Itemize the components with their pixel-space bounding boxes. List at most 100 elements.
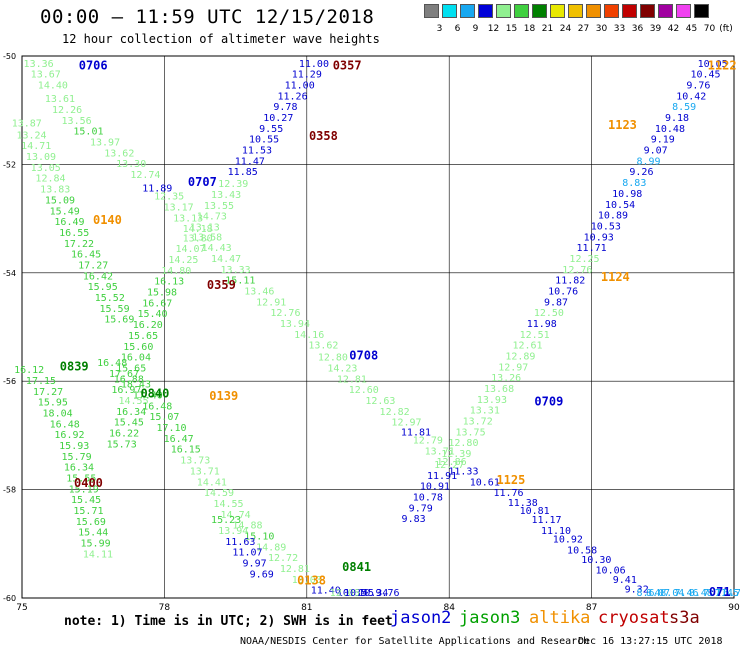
credit-line: NOAA/NESDIS Center for Satellite Applica… (240, 636, 590, 647)
swh-label: 15.65 (116, 363, 146, 374)
swh-label: 16.13 (154, 277, 184, 288)
swh-label: 15.45 (114, 418, 144, 429)
swh-label: 14.73 (197, 212, 227, 223)
y-tick-label: -50 (3, 52, 16, 61)
scale-label-27: 27 (577, 24, 590, 34)
scale-swatch-33 (604, 4, 619, 18)
swh-label: 8.64 (637, 588, 661, 599)
scale-label-42: 42 (667, 24, 680, 34)
swh-label: 16.22 (109, 428, 139, 439)
swh-label: 16.34 (64, 463, 94, 474)
swh-label: 11.47 (235, 156, 265, 167)
swh-label: 17.22 (64, 239, 94, 250)
swh-label: 12.80 (318, 353, 348, 364)
swh-label: 12.35 (154, 192, 184, 203)
swh-label: 16.48 (50, 419, 80, 430)
legend-s3a: s3a (669, 608, 700, 628)
swh-label: 13.17 (164, 202, 194, 213)
swh-label: 14.80 (161, 266, 191, 277)
scale-label-33: 33 (613, 24, 626, 34)
swh-label: 11.26 (278, 91, 308, 102)
swh-label: 13.97 (90, 137, 120, 148)
scale-label-39: 39 (649, 24, 662, 34)
swh-label: 11.98 (527, 319, 557, 330)
swh-label: 12.81 (337, 374, 367, 385)
swh-label: 12.39 (441, 449, 471, 460)
swh-label: 14.55 (213, 499, 243, 510)
scale-swatch-18 (514, 4, 529, 18)
swh-label: 10.05 (698, 59, 728, 70)
swh-label: 7.11 (703, 588, 727, 599)
swh-label: 14.89 (256, 542, 286, 553)
y-tick-label: -52 (3, 160, 16, 169)
swh-label: 10.30 (581, 555, 611, 566)
swh-label: 15.40 (137, 309, 167, 320)
scale-unit: (ft) (719, 24, 733, 34)
swh-label: 16.97 (111, 385, 141, 396)
swh-label: 9.55 (259, 124, 283, 135)
chart-title: 00:00 – 11:59 UTC 12/15/2018 (40, 6, 375, 28)
scale-swatch-15 (496, 4, 511, 18)
swh-label: 14.16 (294, 330, 324, 341)
swh-label: 9.69 (250, 569, 274, 580)
swh-label: 9.78 (273, 102, 297, 113)
swh-label: 14.40 (38, 81, 68, 92)
swh-label: 15.73 (107, 439, 137, 450)
swh-label: 10.54 (605, 200, 635, 211)
scale-label-24: 24 (559, 24, 572, 34)
swh-label: 13.46 (244, 286, 274, 297)
swh-label: 14.74 (221, 510, 251, 521)
swh-label: 14.55 (118, 396, 148, 407)
swh-label: 15.71 (73, 506, 103, 517)
swh-label: 12.60 (349, 385, 379, 396)
scale-label-12: 12 (487, 24, 500, 34)
swh-label: 16.48 (97, 358, 127, 369)
footer: note: 1) Time is in UTC; 2) SWH is in fe… (0, 608, 740, 650)
swh-label: 11.29 (292, 70, 322, 81)
swh-label: 13.72 (463, 417, 493, 428)
pass-time-label: 071 (709, 585, 731, 599)
swh-label: 13.87 (12, 118, 42, 129)
pass-time-label: 0400 (74, 476, 103, 490)
swh-label: 14.43 (202, 243, 232, 254)
swh-label: 12.76 (562, 265, 592, 276)
swh-label: 10.35 (337, 588, 367, 599)
swh-label: 15.79 (62, 452, 92, 463)
swh-label: 11.17 (531, 515, 561, 526)
pass-time-label: 0709 (534, 395, 563, 409)
legend-cryosat: cryosat (598, 608, 670, 628)
swh-label: 10.55 (249, 135, 279, 146)
swh-label: 15.44 (78, 528, 108, 539)
swh-label: 13.67 (31, 70, 61, 81)
swh-label: 15.19 (69, 484, 99, 495)
pass-time-label: 0708 (349, 349, 378, 363)
swh-label: 14.41 (197, 477, 227, 488)
swh-label: 17.67 (109, 369, 139, 380)
swh-label: 11.89 (142, 184, 172, 195)
swh-label: 12.61 (512, 341, 542, 352)
pass-time-label: 0139 (209, 389, 238, 403)
swh-label: 8.83 (622, 178, 646, 189)
swh-label: 9.41 (613, 575, 637, 586)
swh-label: 12.81 (280, 564, 310, 575)
y-tick-label: -58 (3, 486, 16, 495)
x-tick-label: 81 (301, 603, 312, 613)
scale-swatch-42 (658, 4, 673, 18)
pass-time-label: 1123 (608, 118, 637, 132)
scale-swatch-24 (550, 4, 565, 18)
swh-label: 16.45 (71, 250, 101, 261)
scale-label-9: 9 (472, 24, 479, 34)
footer-note: note: 1) Time is in UTC; 2) SWH is in fe… (64, 614, 393, 629)
swh-label: 11.53 (242, 146, 272, 157)
swh-label: 13.71 (190, 466, 220, 477)
swh-label: 10.53 (591, 221, 621, 232)
swh-label: 9.18 (665, 113, 689, 124)
swh-label: 13.33 (221, 265, 251, 276)
swh-label: 9.32 (625, 585, 649, 596)
swh-label: 13.24 (16, 130, 46, 141)
swh-label: 13.26 (491, 373, 521, 384)
swh-label: 15.69 (104, 315, 134, 326)
scale-label-36: 36 (631, 24, 644, 34)
swh-label: 12.79 (413, 436, 443, 447)
x-tick-label: 87 (586, 603, 597, 613)
